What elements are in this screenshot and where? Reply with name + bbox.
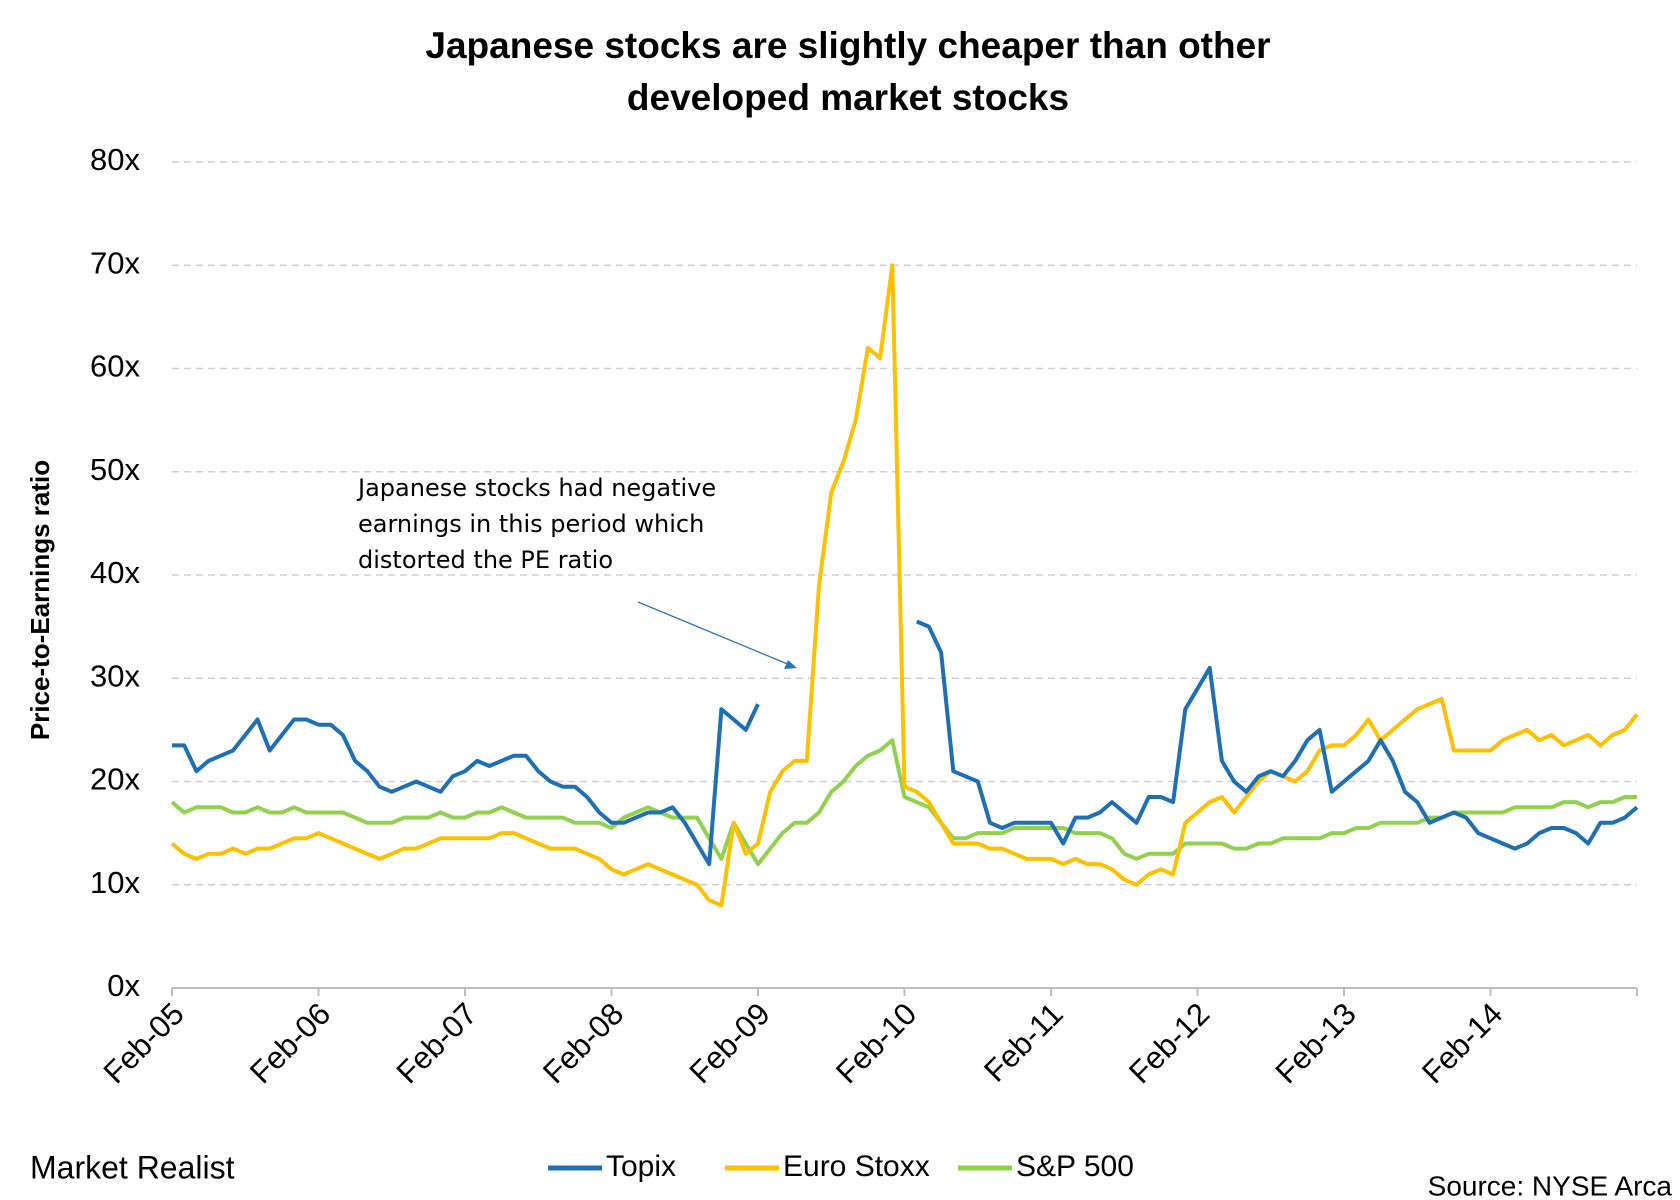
x-tick-label: Feb-09 (683, 996, 777, 1090)
legend-label: Topix (606, 1150, 676, 1183)
x-tick-label: Feb-06 (243, 996, 337, 1090)
series-line (170, 738, 1637, 867)
x-tick-label: Feb-11 (977, 996, 1070, 1089)
x-tick-label: Feb-05 (97, 996, 191, 1090)
y-tick-label: 70x (90, 245, 140, 280)
legend-label: Euro Stoxx (783, 1150, 930, 1183)
x-tick-label: Feb-12 (1122, 996, 1216, 1090)
y-tick-label: 20x (90, 762, 140, 797)
source: Source: NYSE Arca (1428, 1170, 1673, 1200)
legend-label: S&P 500 (1016, 1150, 1134, 1183)
y-tick-label: 30x (90, 658, 140, 693)
y-tick-label: 40x (90, 555, 140, 590)
annotation: Japanese stocks had negative earnings in … (356, 474, 716, 574)
x-tick-label: Feb-14 (1415, 996, 1509, 1090)
annotation-arrowhead (784, 660, 797, 669)
x-tick-label: Feb-08 (536, 996, 630, 1090)
y-tick-label: 10x (90, 865, 140, 900)
y-tick-label: 50x (90, 452, 140, 487)
y-tick-label: 0x (107, 968, 140, 1003)
logo: Market Realist (30, 1149, 235, 1185)
y-axis-label: Price-to-Earnings ratio (25, 460, 55, 740)
x-tick-label: Feb-10 (829, 996, 923, 1090)
series-line (172, 619, 1639, 867)
series-line (170, 263, 1639, 908)
annotation-arrow (637, 601, 791, 666)
x-tick-label: Feb-13 (1269, 996, 1363, 1090)
y-tick-label: 60x (90, 349, 140, 384)
chart-title: Japanese stocks are slightly cheaper tha… (425, 25, 1270, 118)
x-tick-label: Feb-07 (390, 996, 484, 1090)
y-tick-label: 80x (90, 142, 140, 177)
